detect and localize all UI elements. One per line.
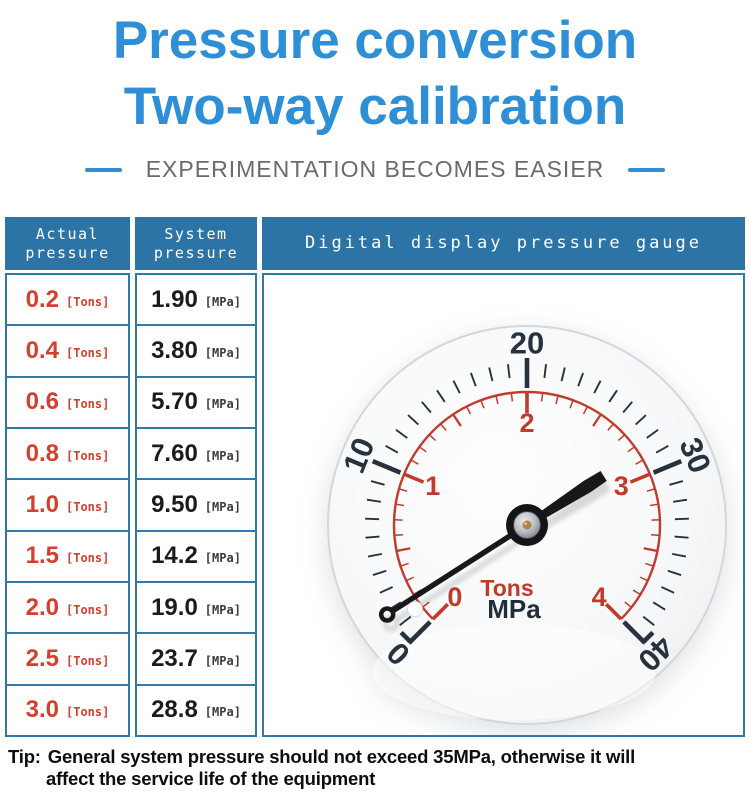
system-pressure-value: 28.8 bbox=[151, 696, 198, 724]
unit-label: [Tons] bbox=[66, 345, 110, 360]
table-row: 1.0 [Tons] bbox=[7, 478, 128, 529]
gauge-column: Digital display pressure gauge bbox=[262, 217, 745, 737]
actual-pressure-value: 0.6 bbox=[25, 388, 59, 416]
system-pressure-value: 23.7 bbox=[151, 644, 198, 672]
unit-label: [Tons] bbox=[66, 602, 110, 617]
unit-label: [Tons] bbox=[66, 551, 110, 566]
gauge-unit-label-mpa: MPa bbox=[487, 594, 541, 624]
system-pressure-body: 1.90 [MPa] 3.80 [MPa] 5.70 [MPa] 7.60 [MPa] 9.50… bbox=[135, 273, 257, 737]
table-row: 3.0 [Tons] bbox=[7, 683, 128, 735]
inner-scale-label: 0 bbox=[447, 582, 462, 612]
glass-highlight bbox=[372, 624, 656, 720]
unit-label: [MPa] bbox=[204, 294, 241, 309]
table-row: 9.50 [MPa] bbox=[137, 478, 255, 529]
header-line: System bbox=[164, 224, 228, 243]
header-line: pressure bbox=[153, 243, 239, 262]
system-pressure-value: 19.0 bbox=[151, 593, 198, 621]
system-pressure-column: System pressure 1.90 [MPa] 3.80 [MPa] 5.70 [M… bbox=[135, 217, 257, 737]
gauge-rim bbox=[327, 325, 727, 725]
left-dash bbox=[84, 167, 122, 172]
title-line-1: Pressure conversion bbox=[112, 11, 638, 70]
header-line: pressure bbox=[25, 243, 110, 262]
unit-label: [MPa] bbox=[204, 653, 241, 668]
system-pressure-value: 1.90 bbox=[151, 285, 198, 313]
table-row: 0.8 [Tons] bbox=[7, 426, 128, 478]
table-row: 14.2 [MPa] bbox=[137, 529, 255, 581]
table-row: 5.70 [MPa] bbox=[137, 375, 255, 427]
unit-label: [Tons] bbox=[66, 705, 110, 720]
inner-scale-label: 3 bbox=[614, 471, 629, 501]
actual-pressure-value: 0.2 bbox=[25, 285, 59, 313]
glass-reflection bbox=[407, 601, 423, 617]
inner-scale-label: 1 bbox=[425, 471, 440, 501]
tip-prefix: Tip: bbox=[8, 746, 41, 767]
table-row: 19.0 [MPa] bbox=[137, 580, 255, 632]
table-row: 1.90 [MPa] bbox=[137, 275, 255, 324]
system-pressure-value: 9.50 bbox=[151, 490, 198, 518]
system-pressure-value: 14.2 bbox=[151, 542, 198, 570]
table-row: 0.4 [Tons] bbox=[7, 324, 128, 375]
actual-pressure-value: 1.5 bbox=[25, 542, 59, 570]
tip-text: General system pressure should not excee… bbox=[47, 746, 636, 767]
gauge-header: Digital display pressure gauge bbox=[262, 217, 745, 270]
tip-line-2: affect the service life of the equipment bbox=[46, 768, 376, 789]
unit-label: [Tons] bbox=[66, 653, 110, 668]
unit-label: [MPa] bbox=[204, 448, 241, 463]
table-row: 1.5 [Tons] bbox=[7, 529, 128, 581]
page-title: Pressure conversion Two-way calibration bbox=[0, 0, 750, 140]
header-line: Digital display pressure gauge bbox=[304, 232, 703, 253]
tip-note: Tip: General system pressure should not e… bbox=[8, 746, 744, 790]
outer-scale-label: 20 bbox=[510, 326, 544, 361]
inner-scale-label: 4 bbox=[592, 582, 607, 612]
subtitle: EXPERIMENTATION BECOMES EASIER bbox=[145, 156, 605, 182]
actual-pressure-body: 0.2 [Tons] 0.4 [Tons] 0.6 [Tons] 0.8 [Tons] 1.0 [… bbox=[5, 273, 130, 737]
actual-pressure-column: Actual pressure 0.2 [Tons] 0.4 [Tons] 0.6 [To… bbox=[5, 217, 130, 737]
unit-label: [MPa] bbox=[204, 551, 241, 566]
gauge-unit-label-tons: Tons bbox=[480, 575, 533, 601]
system-pressure-value: 5.70 bbox=[151, 388, 198, 416]
gauge-cell: 0 10 20 30 40 0 1 2 3 4 Tons MPa bbox=[262, 273, 745, 737]
table-row: 23.7 [MPa] bbox=[137, 632, 255, 683]
right-dash bbox=[628, 167, 666, 172]
table-row: 0.6 [Tons] bbox=[7, 375, 128, 427]
unit-label: [Tons] bbox=[66, 294, 110, 309]
unit-label: [Tons] bbox=[66, 397, 110, 412]
gauge-needle bbox=[378, 471, 607, 623]
needle-hub bbox=[506, 504, 548, 546]
unit-label: [MPa] bbox=[204, 602, 241, 617]
title-line-2: Two-way calibration bbox=[123, 77, 627, 136]
unit-label: [MPa] bbox=[204, 397, 241, 412]
inner-scale-label: 2 bbox=[519, 408, 534, 438]
system-pressure-header: System pressure bbox=[135, 217, 257, 270]
actual-pressure-value: 0.8 bbox=[25, 439, 59, 467]
table-row: 7.60 [MPa] bbox=[137, 426, 255, 478]
actual-pressure-value: 0.4 bbox=[25, 336, 59, 364]
tip-line-1: Tip: General system pressure should not e… bbox=[8, 746, 744, 768]
inner-scale: 0 1 2 3 4 bbox=[392, 390, 662, 621]
actual-pressure-header: Actual pressure bbox=[5, 217, 130, 270]
unit-label: [MPa] bbox=[204, 345, 241, 360]
actual-pressure-value: 3.0 bbox=[25, 696, 59, 724]
table-row: 2.0 [Tons] bbox=[7, 580, 128, 632]
subtitle-row: EXPERIMENTATION BECOMES EASIER bbox=[0, 156, 750, 183]
unit-label: [Tons] bbox=[66, 448, 110, 463]
actual-pressure-value: 2.5 bbox=[25, 644, 59, 672]
table-row: 28.8 [MPa] bbox=[137, 683, 255, 735]
table-row: 2.5 [Tons] bbox=[7, 632, 128, 683]
system-pressure-value: 7.60 bbox=[151, 439, 198, 467]
conversion-table: Actual pressure 0.2 [Tons] 0.4 [Tons] 0.6 [To… bbox=[5, 217, 745, 737]
actual-pressure-value: 2.0 bbox=[25, 593, 59, 621]
system-pressure-value: 3.80 bbox=[151, 336, 198, 364]
table-row: 0.2 [Tons] bbox=[7, 275, 128, 324]
unit-label: [Tons] bbox=[66, 499, 110, 514]
unit-label: [MPa] bbox=[204, 705, 241, 720]
unit-label: [MPa] bbox=[204, 499, 241, 514]
header-line: Actual bbox=[35, 224, 100, 243]
table-row: 3.80 [MPa] bbox=[137, 324, 255, 375]
actual-pressure-value: 1.0 bbox=[25, 490, 59, 518]
